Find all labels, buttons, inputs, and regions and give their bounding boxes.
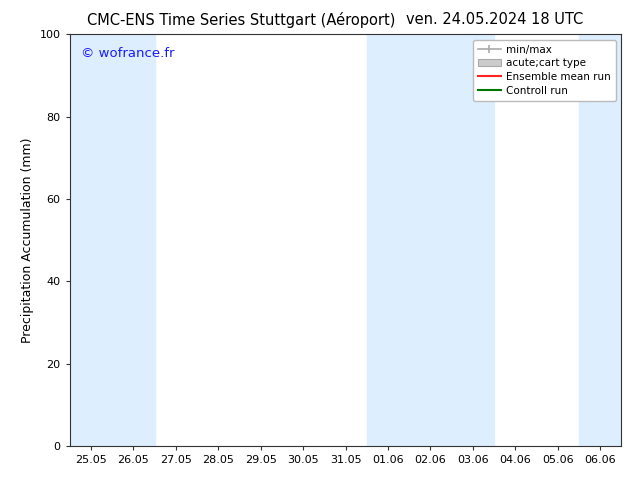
Bar (409, 34, 451, 446)
Bar (70, 34, 112, 446)
Text: CMC-ENS Time Series Stuttgart (Aéroport): CMC-ENS Time Series Stuttgart (Aéroport) (87, 12, 395, 28)
Bar (112, 34, 155, 446)
Text: © wofrance.fr: © wofrance.fr (81, 47, 174, 60)
Bar (366, 34, 409, 446)
Bar (579, 34, 621, 446)
Legend: min/max, acute;cart type, Ensemble mean run, Controll run: min/max, acute;cart type, Ensemble mean … (473, 40, 616, 101)
Y-axis label: Precipitation Accumulation (mm): Precipitation Accumulation (mm) (21, 137, 34, 343)
Bar (451, 34, 494, 446)
Text: ven. 24.05.2024 18 UTC: ven. 24.05.2024 18 UTC (406, 12, 583, 27)
